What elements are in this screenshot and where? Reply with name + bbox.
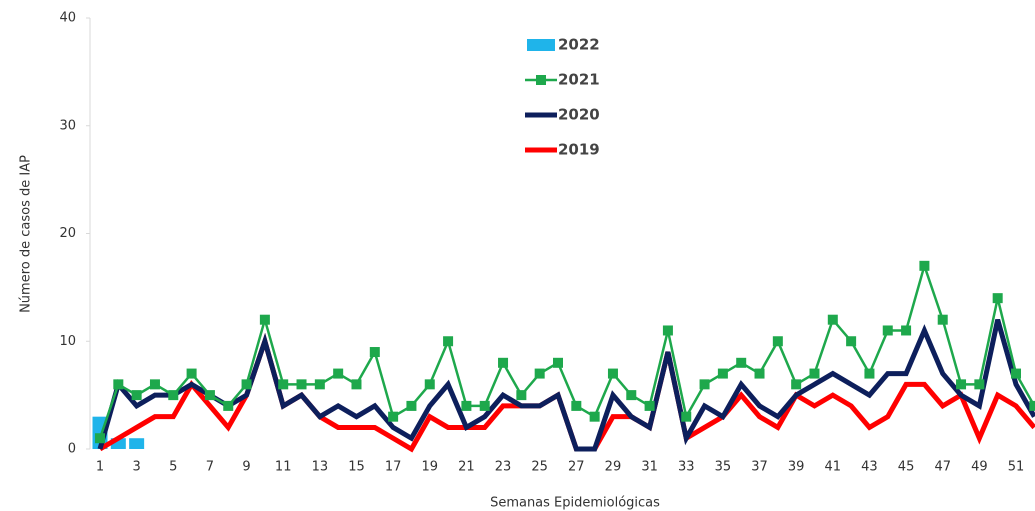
marker [992,293,1003,304]
marker [388,411,399,422]
x-tick-label: 17 [385,460,402,475]
marker [864,368,875,379]
legend-marker [536,75,546,85]
x-tick-label: 51 [1008,460,1025,475]
x-tick-label: 39 [788,460,805,475]
marker [406,400,417,411]
y-axis-label: Número de casos de IAP [19,155,34,313]
marker [516,390,527,401]
x-tick-label: 23 [495,460,512,475]
x-tick-label: 25 [531,460,548,475]
marker [351,379,362,390]
marker [314,379,325,390]
line [97,319,1035,452]
y-tick-label: 30 [59,118,76,133]
marker [846,336,857,347]
marker [278,379,289,390]
marker [95,433,105,444]
marker [736,357,747,368]
marker [461,400,472,411]
x-tick-label: 47 [934,460,951,475]
marker [204,390,215,401]
legend-label: 2022 [558,36,600,54]
x-tick-label: 13 [312,460,329,475]
bar [110,438,126,449]
marker [772,336,783,347]
x-tick-label: 27 [568,460,585,475]
x-axis-label: Semanas Epidemiológicas [490,496,660,511]
legend-label: 2021 [558,71,600,89]
bar [129,438,145,449]
marker [699,379,710,390]
line [98,332,1035,453]
x-tick-label: 33 [678,460,695,475]
y-tick-label: 20 [59,226,76,241]
marker [296,379,307,390]
marker [424,379,435,390]
marker [681,411,692,422]
marker [919,260,930,271]
marker [901,325,912,336]
marker [809,368,820,379]
x-tick-label: 21 [458,460,475,475]
x-tick-label: 31 [641,460,658,475]
marker [369,347,380,358]
marker [1011,368,1021,379]
marker [186,368,197,379]
line [98,261,1035,439]
legend-label: 2020 [558,106,600,124]
marker [956,379,967,390]
marker [553,357,563,368]
marker [479,400,490,411]
x-tick-label: 41 [825,460,842,475]
marker [241,379,252,390]
marker [259,314,270,325]
marker [791,379,802,390]
marker [754,368,765,379]
legend-swatch [527,39,555,51]
marker [589,411,600,422]
y-tick-label: 10 [59,334,76,349]
marker [571,400,582,411]
legend-label: 2019 [558,141,600,159]
marker [168,390,179,401]
marker [443,336,454,347]
marker [131,390,142,401]
x-tick-label: 43 [861,460,878,475]
marker [333,368,344,379]
marker [113,379,124,390]
marker [498,357,509,368]
marker [662,325,673,336]
marker [607,368,618,379]
x-tick-label: 5 [169,460,177,475]
x-tick-label: 49 [971,460,988,475]
x-tick-label: 7 [206,460,214,475]
x-tick-label: 15 [348,460,365,475]
y-tick-label: 0 [68,442,76,457]
marker [827,314,838,325]
x-tick-label: 11 [275,460,292,475]
marker [644,400,655,411]
x-tick-label: 35 [715,460,732,475]
x-tick-label: 3 [132,460,140,475]
marker [149,379,160,390]
x-tick-label: 29 [605,460,622,475]
x-tick-label: 37 [751,460,768,475]
marker [626,390,637,401]
marker [1029,400,1035,411]
marker [882,325,893,336]
marker [223,400,234,411]
marker [974,379,985,390]
marker [717,368,728,379]
x-tick-label: 1 [96,460,104,475]
x-tick-label: 9 [242,460,250,475]
y-tick-label: 40 [59,11,76,26]
x-tick-label: 19 [421,460,438,475]
marker [534,368,545,379]
marker [937,314,948,325]
x-tick-label: 45 [898,460,915,475]
